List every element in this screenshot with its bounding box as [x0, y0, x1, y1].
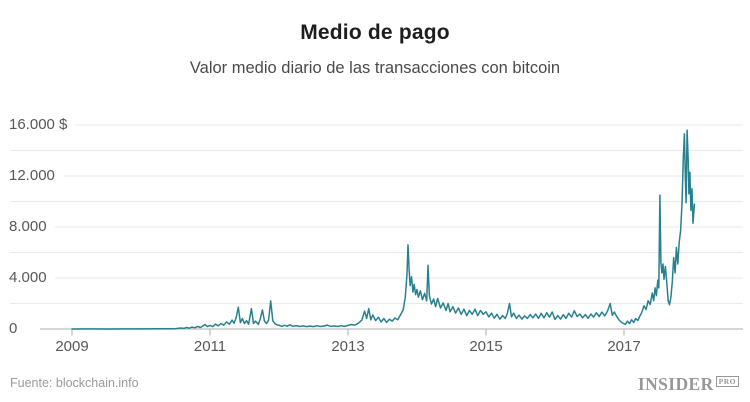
logo-pro-badge: PRO	[715, 376, 739, 387]
x-axis-label: 2017	[607, 338, 641, 355]
y-axis-label: 16.000 $	[9, 116, 76, 134]
y-axis-label: 0	[9, 320, 26, 338]
data-line	[71, 129, 696, 330]
insider-pro-logo: INSIDER PRO	[638, 374, 739, 395]
y-axis-label: 12.000	[9, 167, 63, 185]
x-axis-label: 2013	[331, 338, 365, 355]
x-axis-label: 2015	[469, 338, 503, 355]
source-attribution: Fuente: blockchain.info	[10, 376, 139, 390]
x-axis-label: 2011	[193, 338, 227, 355]
logo-wordmark: INSIDER	[637, 374, 714, 394]
y-axis-label: 8.000	[9, 218, 55, 236]
page-title: Medio de pago	[300, 21, 450, 44]
chart-subtitle: Valor medio diario de las transacciones …	[189, 59, 561, 77]
y-axis-label: 4.000	[9, 269, 55, 287]
x-axis-label: 2009	[55, 338, 89, 355]
